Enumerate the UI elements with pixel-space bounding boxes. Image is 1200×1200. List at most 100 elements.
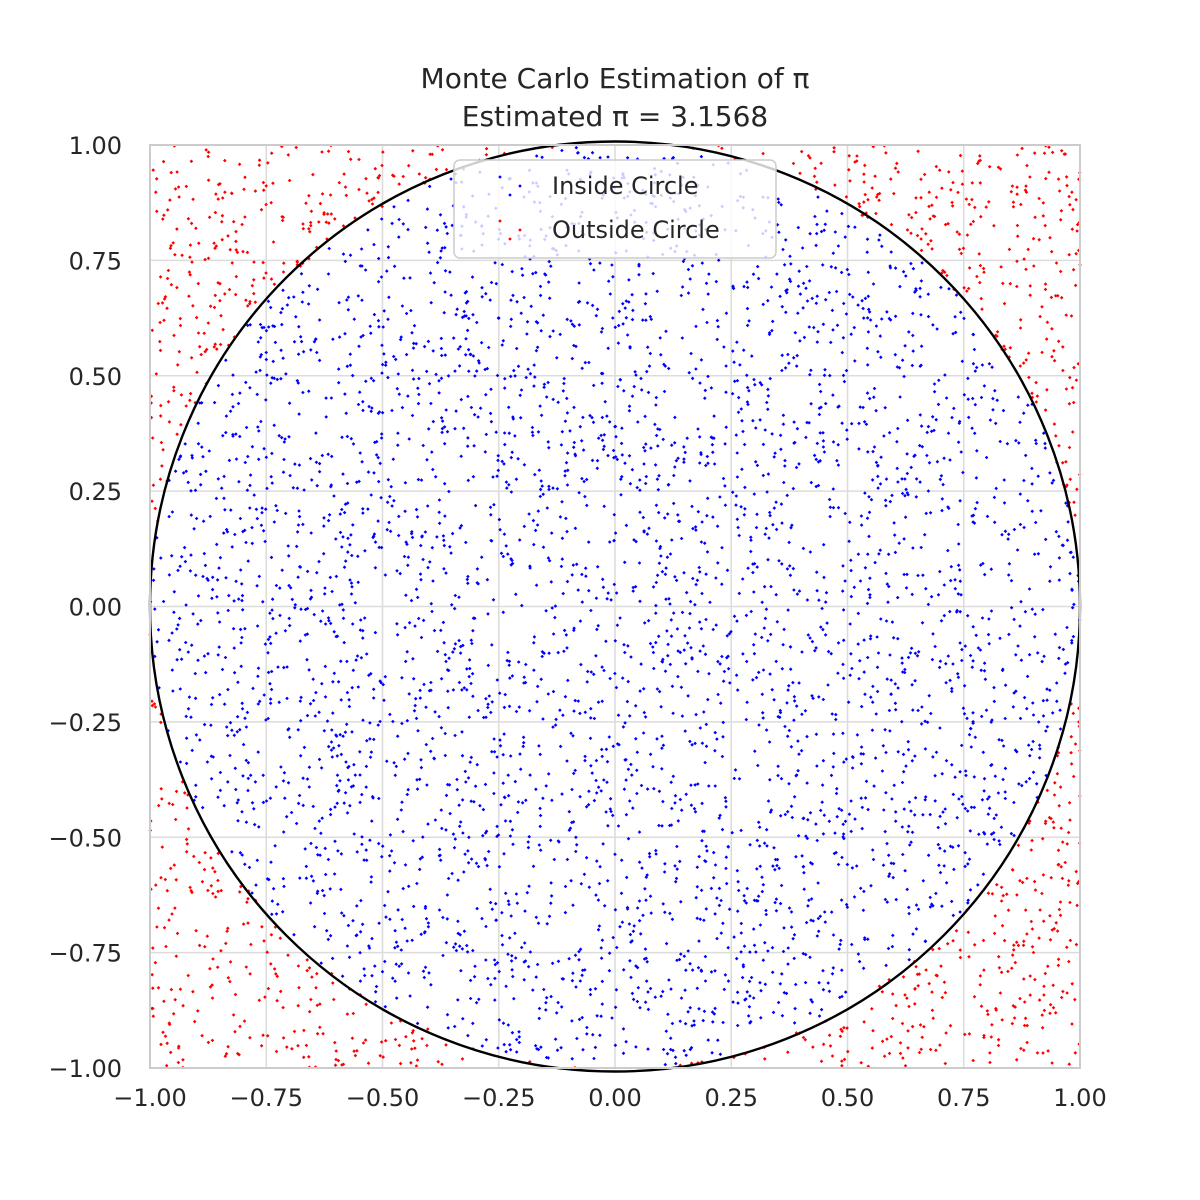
inside-point: [500, 910, 504, 915]
outside-point: [214, 244, 219, 248]
inside-point: [987, 617, 991, 621]
outside-point: [1047, 170, 1051, 175]
outside-point: [1070, 430, 1075, 434]
outside-point: [151, 986, 155, 990]
outside-point: [1015, 153, 1020, 157]
inside-point: [497, 865, 502, 869]
inside-point: [298, 639, 303, 643]
inside-point: [458, 344, 462, 349]
inside-point: [186, 650, 191, 654]
outside-point: [165, 208, 170, 212]
outside-point: [307, 193, 311, 198]
inside-point: [531, 433, 535, 438]
inside-point: [250, 444, 255, 449]
outside-point: [406, 163, 411, 168]
outside-point: [216, 281, 220, 285]
outside-point: [215, 347, 219, 351]
inside-point: [349, 533, 353, 537]
inside-point: [990, 718, 994, 722]
outside-point: [1066, 830, 1071, 835]
inside-point: [744, 659, 749, 664]
outside-point: [425, 1043, 429, 1048]
inside-point: [874, 324, 879, 328]
inside-point: [314, 460, 319, 465]
inside-point: [861, 405, 865, 410]
outside-point: [212, 305, 217, 310]
inside-point: [716, 1038, 720, 1042]
inside-point: [236, 680, 240, 685]
inside-point: [1043, 446, 1048, 450]
inside-point: [244, 725, 249, 729]
inside-point: [697, 435, 702, 439]
outside-point: [1010, 966, 1014, 970]
inside-point: [423, 530, 428, 534]
outside-point: [409, 1047, 414, 1051]
outside-point: [1002, 938, 1007, 943]
outside-point: [1030, 945, 1035, 949]
inside-point: [208, 514, 212, 519]
inside-point: [383, 363, 388, 367]
inside-point: [749, 538, 753, 542]
inside-point: [900, 656, 904, 660]
inside-point: [531, 271, 535, 276]
inside-point: [349, 581, 354, 585]
outside-point: [211, 891, 215, 896]
inside-point: [322, 592, 327, 596]
outside-point: [232, 335, 237, 339]
inside-point: [807, 421, 811, 425]
inside-point: [506, 793, 511, 798]
inside-point: [711, 627, 715, 632]
inside-point: [254, 370, 258, 374]
inside-point: [614, 685, 619, 690]
inside-point: [196, 594, 201, 598]
outside-point: [830, 1054, 835, 1058]
inside-point: [764, 912, 768, 917]
inside-point: [380, 410, 385, 415]
inside-point: [981, 872, 986, 876]
inside-point: [414, 507, 419, 512]
inside-point: [702, 918, 706, 923]
inside-point: [426, 822, 430, 826]
inside-point: [248, 773, 253, 778]
inside-point: [473, 503, 478, 508]
inside-point: [481, 715, 486, 720]
inside-point: [768, 672, 772, 676]
inside-point: [648, 986, 653, 991]
inside-point: [447, 656, 451, 660]
inside-point: [734, 494, 739, 498]
inside-point: [685, 436, 689, 440]
inside-point: [887, 872, 892, 876]
inside-point: [268, 611, 272, 615]
inside-point: [884, 571, 888, 576]
outside-point: [351, 1011, 356, 1016]
inside-point: [472, 616, 477, 621]
outside-point: [1030, 391, 1034, 396]
inside-point: [301, 776, 305, 780]
inside-point: [525, 332, 529, 336]
inside-point: [589, 608, 593, 613]
inside-point: [392, 861, 397, 865]
outside-point: [1059, 209, 1064, 213]
inside-point: [230, 392, 235, 397]
outside-point: [934, 195, 939, 200]
inside-point: [835, 458, 839, 463]
inside-point: [978, 563, 983, 567]
outside-point: [995, 334, 999, 338]
outside-point: [1008, 281, 1013, 286]
inside-point: [829, 651, 833, 656]
inside-point: [590, 415, 594, 420]
inside-point: [699, 358, 704, 362]
outside-point: [301, 1055, 306, 1060]
inside-point: [1030, 509, 1034, 514]
inside-point: [645, 345, 650, 349]
inside-point: [620, 920, 625, 924]
outside-point: [1045, 388, 1049, 392]
outside-point: [158, 275, 163, 279]
inside-point: [466, 436, 470, 440]
inside-point: [255, 624, 260, 628]
inside-point: [442, 221, 447, 226]
inside-point: [732, 360, 736, 364]
outside-point: [1070, 1022, 1074, 1026]
inside-point: [997, 737, 1001, 742]
inside-point: [171, 689, 175, 693]
